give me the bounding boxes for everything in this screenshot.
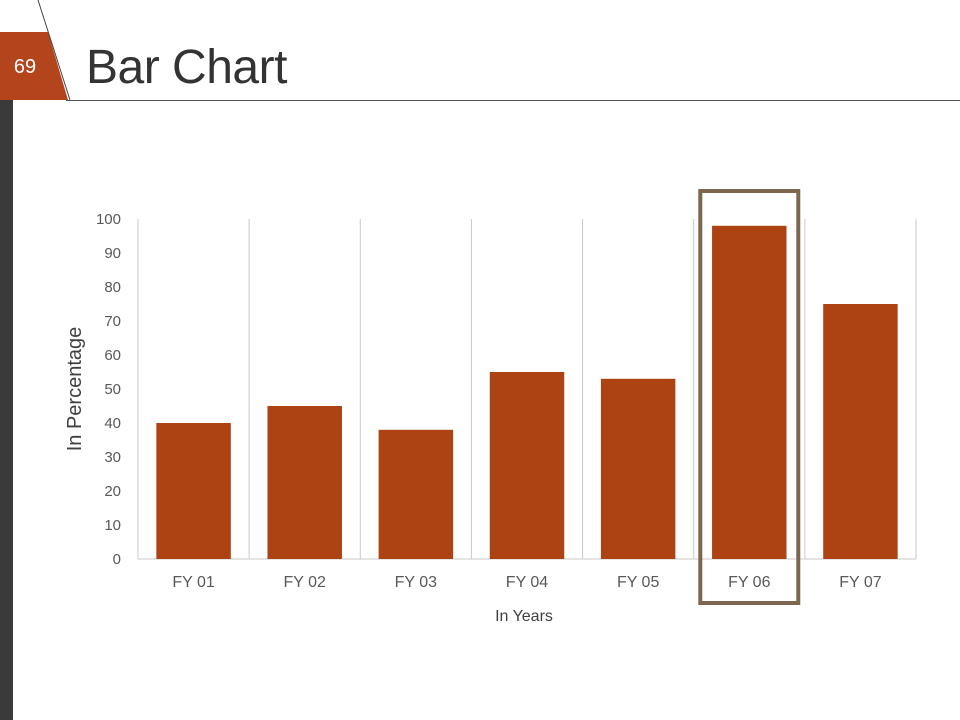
y-tick-label: 100 bbox=[96, 211, 121, 228]
highlight-box bbox=[698, 189, 801, 605]
bar-fy-04 bbox=[489, 372, 565, 559]
y-axis-title: In Percentage bbox=[64, 327, 86, 452]
slide-number: 69 bbox=[13, 56, 37, 78]
y-tick-label: 40 bbox=[104, 415, 121, 432]
bar-fy-05 bbox=[600, 378, 676, 559]
bar-fy-03 bbox=[378, 429, 454, 559]
x-tick-label: FY 04 bbox=[506, 574, 549, 591]
y-tick-label: 30 bbox=[104, 449, 121, 466]
x-axis-title: In Years bbox=[495, 608, 553, 625]
x-tick-label: FY 01 bbox=[172, 574, 215, 591]
slide-number-badge bbox=[0, 0, 71, 101]
badge-shape bbox=[0, 32, 68, 100]
y-tick-label: 60 bbox=[104, 347, 121, 364]
x-tick-label: FY 07 bbox=[839, 574, 882, 591]
bar-fy-01 bbox=[156, 423, 231, 559]
y-tick-label: 20 bbox=[104, 483, 121, 500]
badge-slash-line bbox=[37, 0, 71, 101]
bar-fy-06 bbox=[712, 225, 787, 560]
x-tick-label: FY 05 bbox=[617, 574, 660, 591]
page-title: Bar Chart bbox=[86, 41, 287, 94]
bar-fy-07 bbox=[823, 304, 898, 559]
y-tick-label: 50 bbox=[104, 381, 121, 398]
x-tick-label: FY 02 bbox=[284, 574, 327, 591]
y-tick-label: 10 bbox=[104, 517, 121, 534]
y-tick-label: 90 bbox=[104, 245, 121, 262]
y-tick-label: 70 bbox=[104, 313, 121, 330]
bar-fy-02 bbox=[267, 406, 342, 559]
x-tick-label: FY 06 bbox=[728, 574, 771, 591]
x-tick-label: FY 03 bbox=[395, 574, 438, 591]
left-accent-stripe bbox=[0, 100, 13, 720]
y-tick-label: 0 bbox=[113, 551, 121, 568]
title-underline bbox=[66, 100, 960, 101]
y-tick-label: 80 bbox=[104, 279, 121, 296]
